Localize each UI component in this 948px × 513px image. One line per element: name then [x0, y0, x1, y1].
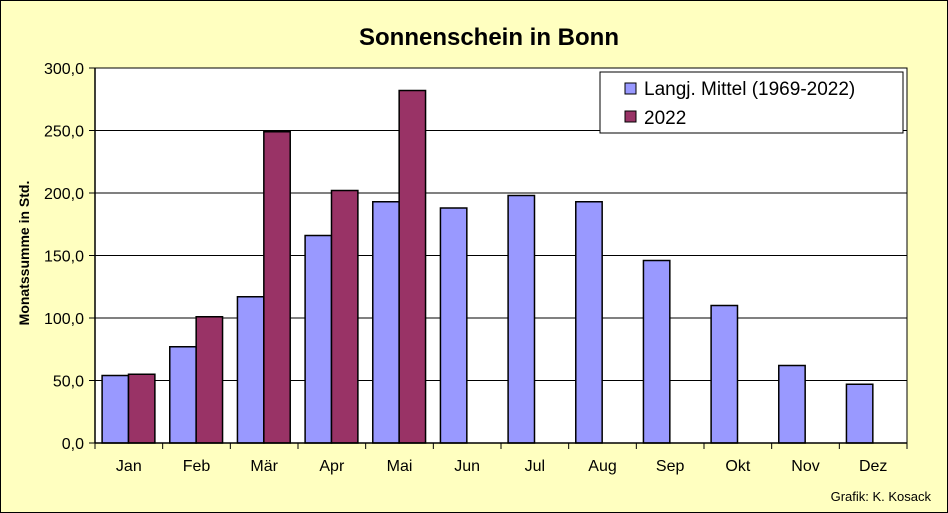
x-tick-label: Jul	[525, 458, 545, 475]
bar-langj-mittel	[372, 201, 400, 444]
y-tick-label: 50,0	[53, 374, 84, 391]
y-tick-label: 250,0	[44, 124, 84, 141]
y-tick-label: 300,0	[44, 61, 84, 78]
bar-langj-mittel	[778, 364, 806, 444]
bar-langj-mittel	[169, 346, 197, 444]
y-tick-label: 200,0	[44, 186, 84, 203]
bar-langj-mittel	[439, 207, 468, 444]
bar-langj-mittel	[710, 304, 739, 444]
x-tick-label: Feb	[183, 458, 211, 475]
y-tick-label: 150,0	[44, 249, 84, 266]
y-axis-label: Monatssumme in Std.	[16, 181, 32, 326]
legend-label-2022: 2022	[644, 108, 686, 129]
x-tick-label: Nov	[791, 458, 819, 475]
y-tick-label: 0,0	[62, 436, 84, 453]
bar-langj-mittel	[236, 296, 265, 444]
x-tick-label: Jun	[454, 458, 480, 475]
x-tick-label: Dez	[859, 458, 887, 475]
bars-group	[101, 89, 874, 444]
bar-langj-mittel	[101, 374, 130, 444]
bar-2022	[127, 373, 156, 444]
bar-2022	[195, 316, 224, 444]
x-tick-labels: Jan Feb Mär Apr Mai Jun Jul Aug Sep Okt Nov Dez	[116, 458, 887, 475]
y-tick-labels: 0,0 50,0 100,0 150,0 200,0 250,0 300,0	[44, 61, 84, 453]
bar-2022	[398, 89, 427, 444]
bar-langj-mittel	[575, 201, 603, 444]
legend-label-langj-mittel: Langj. Mittel (1969-2022)	[644, 79, 855, 100]
x-tick-label: Mai	[387, 458, 413, 475]
credit-annotation: Grafik: K. Kosack	[831, 489, 932, 504]
axes-group	[89, 67, 908, 449]
x-tick-label: Sep	[656, 458, 685, 475]
x-tick-label: Mär	[250, 458, 278, 475]
bar-langj-mittel	[304, 234, 333, 444]
bar-2022	[263, 131, 291, 444]
x-tick-label: Jan	[116, 458, 142, 475]
x-tick-label: Aug	[588, 458, 616, 475]
legend-box	[599, 71, 904, 134]
y-tick-label: 100,0	[44, 311, 84, 328]
legend: Langj. Mittel (1969-2022) 2022	[599, 71, 904, 134]
bar-langj-mittel	[507, 194, 536, 444]
x-tick-label: Apr	[319, 458, 345, 475]
x-tick-label: Okt	[725, 458, 750, 475]
bar-langj-mittel	[642, 259, 671, 444]
bar-langj-mittel	[845, 383, 874, 444]
legend-swatch-2022	[624, 110, 637, 123]
bar-2022	[330, 189, 359, 444]
legend-swatch-langj-mittel	[624, 82, 637, 95]
chart-title: Sonnenschein in Bonn	[359, 24, 619, 51]
